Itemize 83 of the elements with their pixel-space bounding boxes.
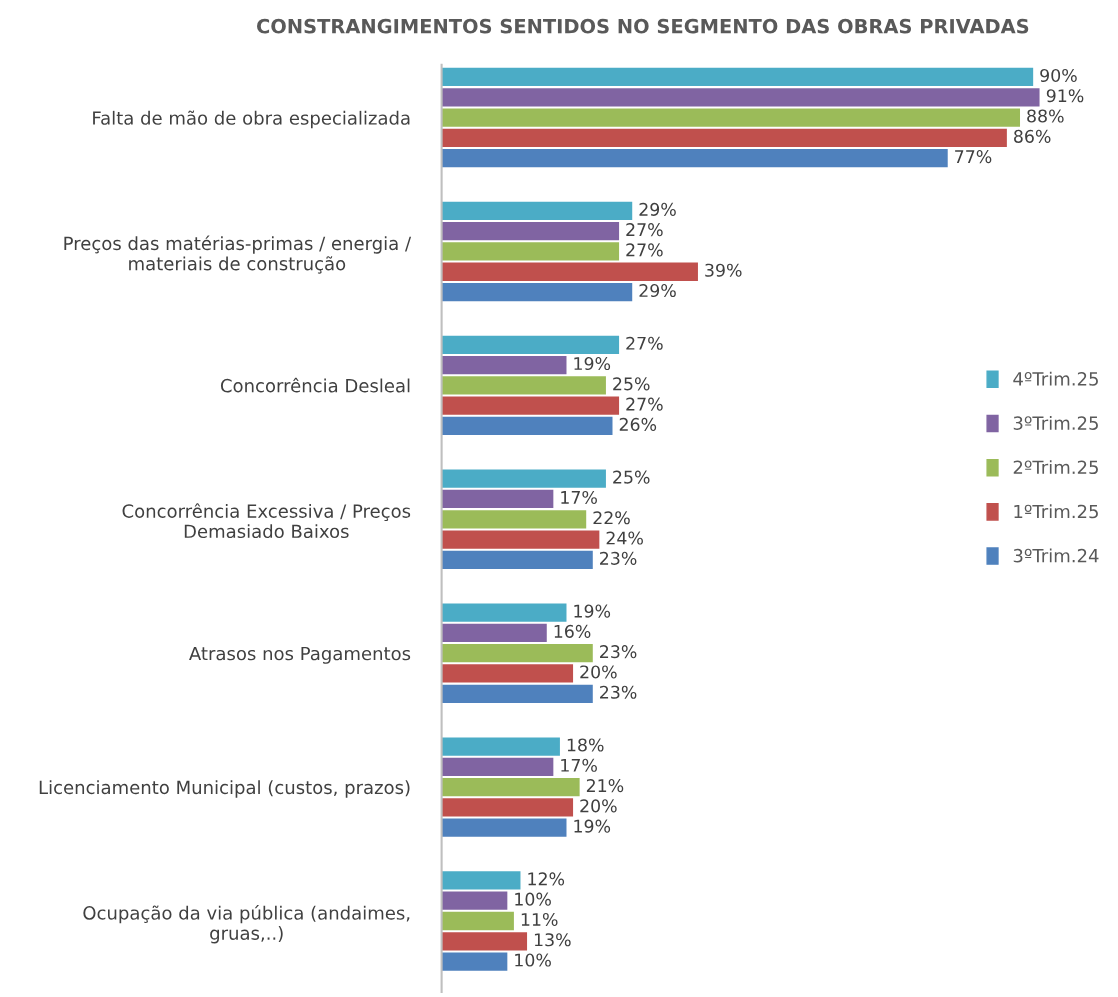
data-label: 23% [600,685,637,699]
data-label: 11% [521,912,558,927]
data-label: 27% [626,397,663,411]
data-label: 25% [613,377,650,391]
bar [441,242,620,261]
bar [441,201,633,221]
bar [441,128,1007,147]
data-label: 10% [515,953,551,967]
bar [441,489,554,509]
bar [441,603,567,622]
data-label: 17% [561,490,597,505]
bar [441,737,560,756]
data-label: 23% [600,645,637,659]
data-label: 16% [554,624,591,638]
bar [441,818,567,837]
data-label: 86% [1014,129,1051,143]
bar [441,684,593,703]
data-label: 29% [639,283,676,298]
data-label: 29% [639,202,676,216]
bar [441,871,521,890]
y-tick-label: Falta de mão de obra especializada [93,110,410,129]
legend-label: 4ºTrim.25 [1013,371,1098,386]
bar [441,376,606,395]
bar [441,550,593,569]
bar [441,469,606,488]
data-label: 12% [528,872,565,886]
bar [441,355,567,375]
bar [441,911,514,931]
data-label: 25% [613,470,650,484]
bar [441,623,547,643]
bar [441,396,620,415]
bar [441,149,948,168]
y-tick-label: Concorrência Desleal [220,377,410,393]
bar [441,664,574,683]
bar [441,932,528,951]
y-tick-label: Preços das matérias-primas / energia / materiais de construção [64,235,412,274]
bar [441,510,587,529]
data-label: 91% [1046,89,1084,103]
legend-label: 1ºTrim.25 [1014,504,1098,519]
data-label: 21% [586,779,624,793]
data-label: 26% [619,417,657,431]
y-tick-label: Licenciamento Municipal (custos, prazos) [39,780,410,798]
legend-label: 3ºTrim.24 [1013,548,1099,563]
bar [441,530,600,549]
data-label: 17% [561,758,597,772]
bar [441,757,554,776]
bar [441,798,574,817]
chart-title: CONSTRANGIMENTOS SENTIDOS NO SEGMENTO DAS OBRAS PRIVADAS [257,18,1029,34]
data-label: 24% [606,531,643,545]
data-label: 19% [574,356,611,371]
bar [441,416,613,436]
bar [441,222,620,241]
bar [441,262,698,281]
bar [441,777,580,797]
data-label: 90% [1040,68,1077,83]
y-tick-label: Concorrência Excessiva / Preços Demasiado Baixos [122,503,411,539]
bar [441,335,620,354]
data-label: 88% [1027,109,1064,123]
y-tick-label: Atrasos nos Pagamentos [189,646,411,664]
bar [441,88,1040,107]
bar [441,282,633,302]
data-label: 20% [580,665,617,679]
legend-label: 3ºTrim.25 [1013,415,1098,430]
bar [441,108,1021,127]
data-label: 27% [626,336,663,350]
data-label: 39% [705,263,742,277]
data-label: 23% [600,551,637,565]
data-label: 22% [593,511,630,525]
legend-label: 2ºTrim.25 [1013,460,1098,475]
data-label: 10% [515,892,551,906]
data-label: 19% [574,819,611,833]
data-label: 20% [580,799,617,813]
bar [441,644,593,663]
data-label: 27% [626,223,663,237]
data-label: 19% [574,604,611,618]
bar [441,67,1034,87]
data-label: 77% [955,150,992,164]
y-tick-label: Ocupação da via pública (andaimes, gruas,..) [83,905,410,944]
bar [441,891,508,910]
data-label: 13% [534,933,571,947]
bar [441,952,508,971]
data-label: 18% [567,738,604,752]
data-label: 27% [626,243,663,257]
